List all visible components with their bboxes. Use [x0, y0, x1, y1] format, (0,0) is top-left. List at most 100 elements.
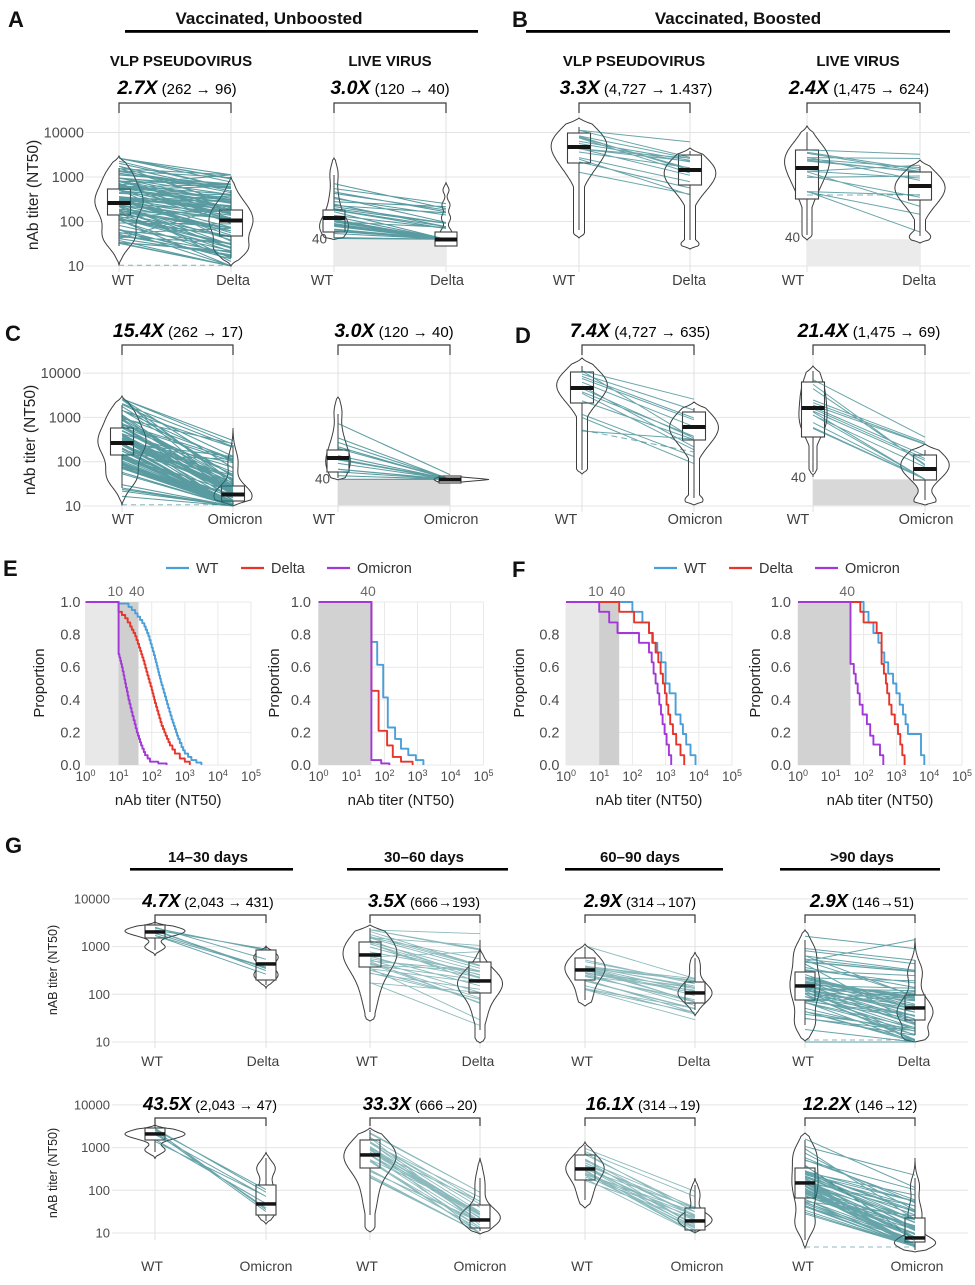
- svg-text:102: 102: [374, 768, 394, 784]
- svg-text:105: 105: [722, 768, 742, 784]
- svg-text:3.5X (666→193): 3.5X (666→193): [368, 890, 480, 911]
- svg-text:10: 10: [96, 1035, 110, 1050]
- svg-text:7.4X (4,727 → 635): 7.4X (4,727 → 635): [570, 320, 710, 342]
- svg-text:0.8: 0.8: [291, 628, 311, 644]
- svg-text:105: 105: [952, 768, 972, 784]
- svg-text:0.2: 0.2: [291, 725, 311, 741]
- svg-text:Omicron: Omicron: [208, 512, 263, 528]
- svg-text:100: 100: [60, 215, 84, 231]
- svg-text:Delta: Delta: [247, 1053, 280, 1069]
- svg-text:0.4: 0.4: [291, 693, 311, 709]
- svg-text:0.2: 0.2: [60, 725, 80, 741]
- svg-text:1000: 1000: [49, 410, 81, 426]
- svg-text:WT: WT: [112, 273, 135, 289]
- svg-text:103: 103: [407, 768, 427, 784]
- svg-text:WT: WT: [553, 273, 576, 289]
- svg-text:WT: WT: [356, 1258, 378, 1274]
- svg-text:0.6: 0.6: [291, 660, 311, 676]
- svg-text:100: 100: [788, 768, 808, 784]
- svg-text:>90 days: >90 days: [830, 849, 894, 866]
- svg-text:40: 40: [791, 470, 806, 485]
- svg-text:0.8: 0.8: [539, 628, 559, 644]
- svg-text:3.0X (120 → 40): 3.0X (120 → 40): [330, 77, 449, 99]
- svg-text:10: 10: [108, 583, 124, 599]
- svg-text:0.6: 0.6: [539, 660, 559, 676]
- svg-text:104: 104: [440, 768, 460, 784]
- svg-text:WT: WT: [782, 273, 805, 289]
- svg-text:nAb titer (NT50): nAb titer (NT50): [827, 792, 934, 809]
- svg-text:Omicron: Omicron: [424, 512, 479, 528]
- svg-text:100: 100: [88, 987, 110, 1002]
- svg-text:16.1X (314→19): 16.1X (314→19): [586, 1093, 701, 1114]
- svg-text:33.3X (666→20): 33.3X (666→20): [363, 1093, 478, 1114]
- svg-text:0.4: 0.4: [771, 693, 791, 709]
- svg-text:Delta: Delta: [672, 273, 707, 289]
- svg-text:10: 10: [96, 1226, 110, 1241]
- svg-text:0.8: 0.8: [60, 628, 80, 644]
- svg-text:0.0: 0.0: [291, 758, 311, 774]
- svg-text:2.9X (314→107): 2.9X (314→107): [583, 890, 696, 911]
- svg-text:100: 100: [75, 768, 95, 784]
- svg-text:30–60 days: 30–60 days: [384, 849, 464, 866]
- svg-text:4.7X (2,043 → 431): 4.7X (2,043 → 431): [141, 890, 273, 911]
- svg-text:102: 102: [142, 768, 162, 784]
- svg-text:nAb titer (NT50): nAb titer (NT50): [348, 792, 455, 809]
- svg-text:Omicron: Omicron: [668, 512, 723, 528]
- svg-text:0.4: 0.4: [539, 693, 559, 709]
- svg-text:F: F: [512, 557, 525, 582]
- svg-text:104: 104: [208, 768, 228, 784]
- svg-text:WT: WT: [356, 1053, 378, 1069]
- svg-text:103: 103: [886, 768, 906, 784]
- svg-text:D: D: [515, 323, 531, 348]
- svg-text:Delta: Delta: [462, 1053, 495, 1069]
- svg-text:Delta: Delta: [902, 273, 937, 289]
- svg-text:LIVE VIRUS: LIVE VIRUS: [348, 53, 431, 70]
- svg-text:WT: WT: [196, 561, 219, 577]
- svg-text:Delta: Delta: [678, 1053, 711, 1069]
- svg-text:104: 104: [919, 768, 939, 784]
- svg-text:WT: WT: [555, 512, 578, 528]
- svg-text:Omicron: Omicron: [891, 1258, 944, 1274]
- svg-text:10000: 10000: [41, 366, 81, 382]
- svg-text:VLP PSEUDOVIRUS: VLP PSEUDOVIRUS: [563, 53, 705, 70]
- svg-text:nAb titer (NT50): nAb titer (NT50): [22, 385, 39, 495]
- svg-text:WT: WT: [141, 1258, 163, 1274]
- svg-text:Delta: Delta: [759, 561, 794, 577]
- svg-text:100: 100: [308, 768, 328, 784]
- svg-text:40: 40: [360, 583, 376, 599]
- svg-text:3.0X (120 → 40): 3.0X (120 → 40): [334, 320, 453, 342]
- svg-text:0.6: 0.6: [771, 660, 791, 676]
- svg-text:LIVE VIRUS: LIVE VIRUS: [816, 53, 899, 70]
- svg-text:10: 10: [68, 259, 84, 275]
- svg-text:Delta: Delta: [271, 561, 306, 577]
- svg-text:Vaccinated, Unboosted: Vaccinated, Unboosted: [175, 9, 362, 28]
- svg-text:0.0: 0.0: [539, 758, 559, 774]
- svg-text:WT: WT: [313, 512, 336, 528]
- svg-text:15.4X (262 → 17): 15.4X (262 → 17): [113, 320, 243, 342]
- svg-text:101: 101: [341, 768, 361, 784]
- svg-text:2.4X (1,475 → 624): 2.4X (1,475 → 624): [788, 77, 929, 99]
- svg-text:43.5X (2,043 → 47): 43.5X (2,043 → 47): [142, 1093, 277, 1114]
- svg-text:10000: 10000: [44, 126, 84, 142]
- svg-text:C: C: [5, 321, 21, 346]
- svg-text:nAb titer (NT50): nAb titer (NT50): [596, 792, 703, 809]
- svg-text:Omicron: Omicron: [240, 1258, 293, 1274]
- svg-text:0.4: 0.4: [60, 693, 80, 709]
- svg-text:105: 105: [241, 768, 261, 784]
- svg-text:nAB titer (NT50): nAB titer (NT50): [46, 1128, 60, 1218]
- svg-text:12.2X (146→12): 12.2X (146→12): [803, 1093, 918, 1114]
- svg-text:Delta: Delta: [430, 273, 465, 289]
- svg-text:Omicron: Omicron: [454, 1258, 507, 1274]
- svg-text:1.0: 1.0: [60, 595, 80, 611]
- svg-text:105: 105: [473, 768, 493, 784]
- svg-text:WT: WT: [792, 1258, 814, 1274]
- svg-text:14–30 days: 14–30 days: [168, 849, 248, 866]
- svg-text:Delta: Delta: [216, 273, 251, 289]
- svg-text:G: G: [5, 833, 22, 858]
- svg-text:1000: 1000: [52, 170, 84, 186]
- svg-text:A: A: [8, 7, 24, 32]
- svg-text:WT: WT: [787, 512, 810, 528]
- svg-text:10: 10: [65, 499, 81, 515]
- svg-text:0.0: 0.0: [60, 758, 80, 774]
- svg-text:40: 40: [312, 232, 327, 247]
